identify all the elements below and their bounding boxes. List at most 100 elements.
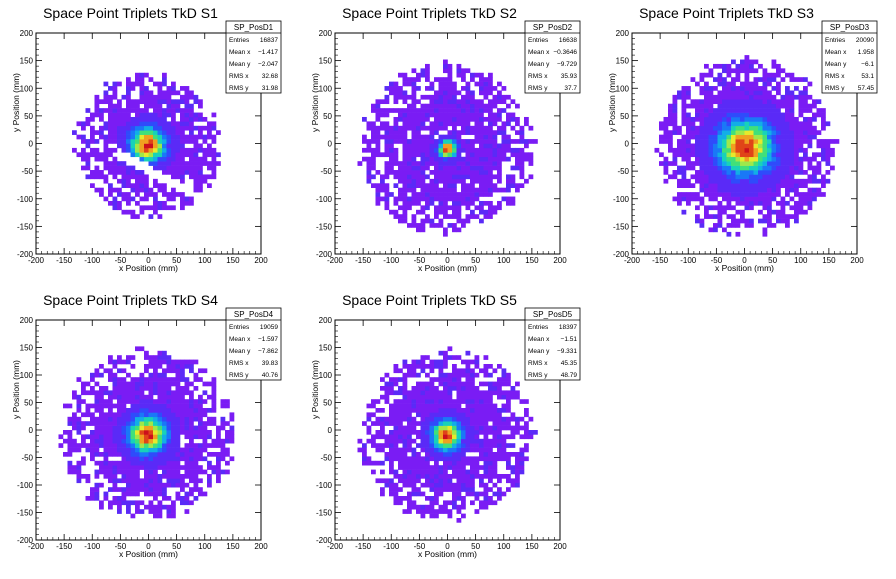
heatmap-cell xyxy=(166,509,172,514)
heatmap-cell xyxy=(144,72,149,78)
heatmap-cell xyxy=(103,421,109,426)
heatmap-cell xyxy=(384,139,390,144)
heatmap-cell xyxy=(470,421,475,426)
heatmap-cell xyxy=(807,174,813,180)
heatmap-cell xyxy=(425,416,430,422)
heatmap-cell xyxy=(447,421,453,426)
heatmap-cell xyxy=(798,134,804,140)
heatmap-cell xyxy=(434,359,439,365)
heatmap-cell xyxy=(117,487,122,492)
heatmap-cell xyxy=(402,121,408,127)
heatmap-cell xyxy=(193,152,199,158)
heatmap-cell xyxy=(821,112,826,118)
heatmap-cell xyxy=(470,394,475,400)
heatmap-cell xyxy=(398,139,403,144)
heatmap-cell xyxy=(144,368,149,374)
heatmap-cell xyxy=(798,170,804,175)
heatmap-cell xyxy=(225,438,230,444)
heatmap-cell xyxy=(488,156,493,162)
heatmap-cell xyxy=(474,205,480,211)
heatmap-cell xyxy=(434,147,439,153)
heatmap-cell xyxy=(771,130,777,135)
heatmap-cell xyxy=(735,192,741,197)
heatmap-cell xyxy=(492,456,498,462)
heatmap-cell xyxy=(452,209,457,215)
heatmap-cell xyxy=(420,116,426,122)
heatmap-cell xyxy=(510,174,516,180)
heatmap-cell xyxy=(434,438,439,444)
heatmap-cell xyxy=(407,434,412,440)
heatmap-cell xyxy=(515,161,520,166)
heatmap-cell xyxy=(807,125,813,131)
heatmap-cell xyxy=(479,482,484,488)
heatmap-cell xyxy=(193,377,199,382)
heatmap-cell xyxy=(193,143,199,149)
heatmap-cell xyxy=(117,447,122,453)
heatmap-cell xyxy=(681,170,687,175)
heatmap-cell xyxy=(447,192,453,197)
y-tick-label: 0 xyxy=(625,140,630,149)
heatmap-cell xyxy=(456,72,462,78)
heatmap-cell xyxy=(112,200,118,206)
heatmap-cell xyxy=(483,500,489,506)
heatmap-cell xyxy=(121,447,127,453)
heatmap-cell xyxy=(76,394,82,400)
heatmap-cell xyxy=(117,430,122,435)
heatmap-cell xyxy=(488,86,493,91)
heatmap-cell xyxy=(398,377,403,382)
heatmap-cell xyxy=(429,452,435,457)
heatmap-cell xyxy=(416,412,421,418)
heatmap-cell xyxy=(744,183,750,188)
heatmap-cell xyxy=(771,223,777,228)
heatmap-cell xyxy=(717,99,723,105)
heatmap-cell xyxy=(402,139,408,144)
heatmap-cell xyxy=(492,103,498,109)
heatmap-cell xyxy=(794,209,799,215)
heatmap-cell xyxy=(144,147,149,153)
heatmap-cell xyxy=(497,434,502,440)
heatmap-cell xyxy=(184,165,190,171)
heatmap-cell xyxy=(699,223,705,228)
heatmap-cell xyxy=(144,152,149,158)
heatmap-cell xyxy=(501,452,507,457)
heatmap-cell xyxy=(402,403,408,409)
heatmap-cell xyxy=(501,121,507,127)
heatmap-cell xyxy=(821,139,826,144)
heatmap-cell xyxy=(157,161,163,166)
heatmap-cell xyxy=(157,103,163,109)
heatmap-cell xyxy=(112,421,118,426)
heatmap-cell xyxy=(465,161,471,166)
heatmap-cell xyxy=(492,86,498,91)
heatmap-cell xyxy=(474,412,480,418)
heatmap-cell xyxy=(659,161,664,166)
heatmap-cell xyxy=(497,430,502,435)
stats-row-label: RMS y xyxy=(825,85,845,92)
heatmap-cell xyxy=(470,487,475,492)
x-tick-label: 50 xyxy=(172,256,181,265)
heatmap-cell xyxy=(157,183,163,188)
heatmap-cell xyxy=(112,412,118,418)
heatmap-cell xyxy=(749,156,754,162)
heatmap-cell xyxy=(121,452,127,457)
heatmap-cell xyxy=(438,474,444,479)
heatmap-cell xyxy=(438,390,444,396)
heatmap-cell xyxy=(762,200,768,206)
heatmap-cell xyxy=(144,487,149,492)
heatmap-cell xyxy=(153,421,158,426)
heatmap-cell xyxy=(474,214,480,219)
heatmap-cell xyxy=(139,434,145,440)
heatmap-cell xyxy=(207,478,212,484)
heatmap-cell xyxy=(515,425,520,431)
heatmap-cell xyxy=(411,447,417,453)
heatmap-cell xyxy=(67,460,73,466)
heatmap-cell xyxy=(515,165,520,171)
heatmap-cell xyxy=(704,174,709,180)
heatmap-cell xyxy=(189,147,194,153)
heatmap-cell xyxy=(794,214,799,219)
heatmap-cell xyxy=(483,364,489,369)
heatmap-cell xyxy=(121,192,127,197)
heatmap-cell xyxy=(81,412,86,418)
heatmap-cell xyxy=(483,465,489,470)
heatmap-cell xyxy=(171,86,176,91)
heatmap-cell xyxy=(166,513,172,519)
